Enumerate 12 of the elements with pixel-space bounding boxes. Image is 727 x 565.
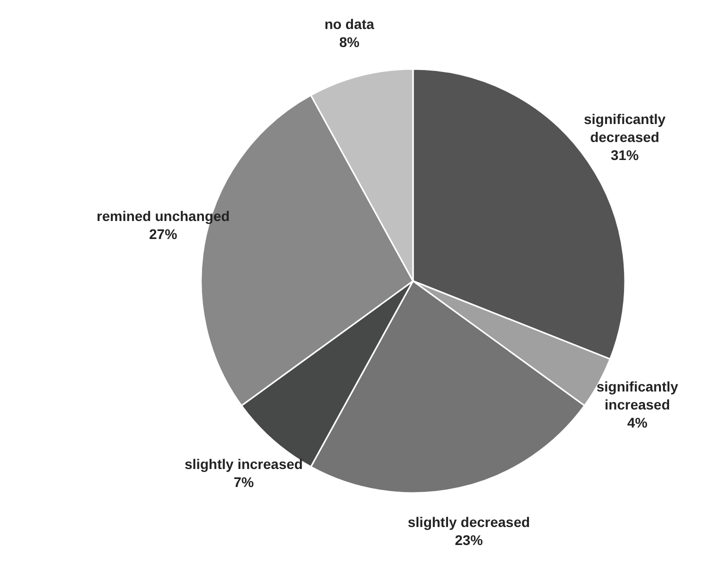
slice-label: no data bbox=[324, 16, 374, 32]
data-label: 7% bbox=[234, 474, 254, 490]
data-label: 27% bbox=[149, 226, 178, 242]
data-label: 4% bbox=[627, 414, 648, 430]
slice-label: slightly decreased bbox=[408, 514, 530, 530]
data-label: 31% bbox=[610, 147, 640, 164]
slice-label: slightly increased bbox=[184, 456, 303, 472]
slice-label: significantly decreased bbox=[584, 111, 666, 146]
slice-label: remined unchanged bbox=[96, 208, 230, 224]
data-label: 8% bbox=[339, 34, 360, 50]
slice-label: significantly increased bbox=[596, 378, 678, 412]
data-label: 23% bbox=[454, 532, 484, 548]
